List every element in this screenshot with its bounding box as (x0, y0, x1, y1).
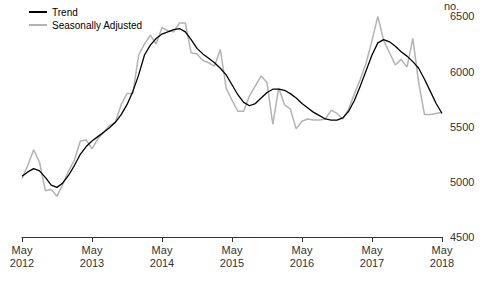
svg-text:5000: 5000 (450, 176, 474, 188)
svg-text:2018: 2018 (430, 257, 454, 269)
svg-text:5500: 5500 (450, 121, 474, 133)
svg-text:May: May (432, 244, 453, 256)
svg-text:May: May (362, 244, 383, 256)
svg-text:2017: 2017 (360, 257, 384, 269)
svg-text:May: May (292, 244, 313, 256)
svg-text:2013: 2013 (80, 257, 104, 269)
svg-text:May: May (82, 244, 103, 256)
svg-text:6500: 6500 (450, 10, 474, 22)
svg-text:2015: 2015 (220, 257, 244, 269)
svg-text:May: May (152, 244, 173, 256)
svg-text:6000: 6000 (450, 66, 474, 78)
svg-text:2014: 2014 (150, 257, 174, 269)
svg-text:May: May (12, 244, 33, 256)
svg-text:4500: 4500 (450, 231, 474, 243)
svg-text:May: May (222, 244, 243, 256)
svg-text:Trend: Trend (52, 7, 78, 18)
svg-text:2012: 2012 (10, 257, 34, 269)
svg-text:Seasonally Adjusted: Seasonally Adjusted (52, 20, 142, 31)
svg-text:2016: 2016 (290, 257, 314, 269)
